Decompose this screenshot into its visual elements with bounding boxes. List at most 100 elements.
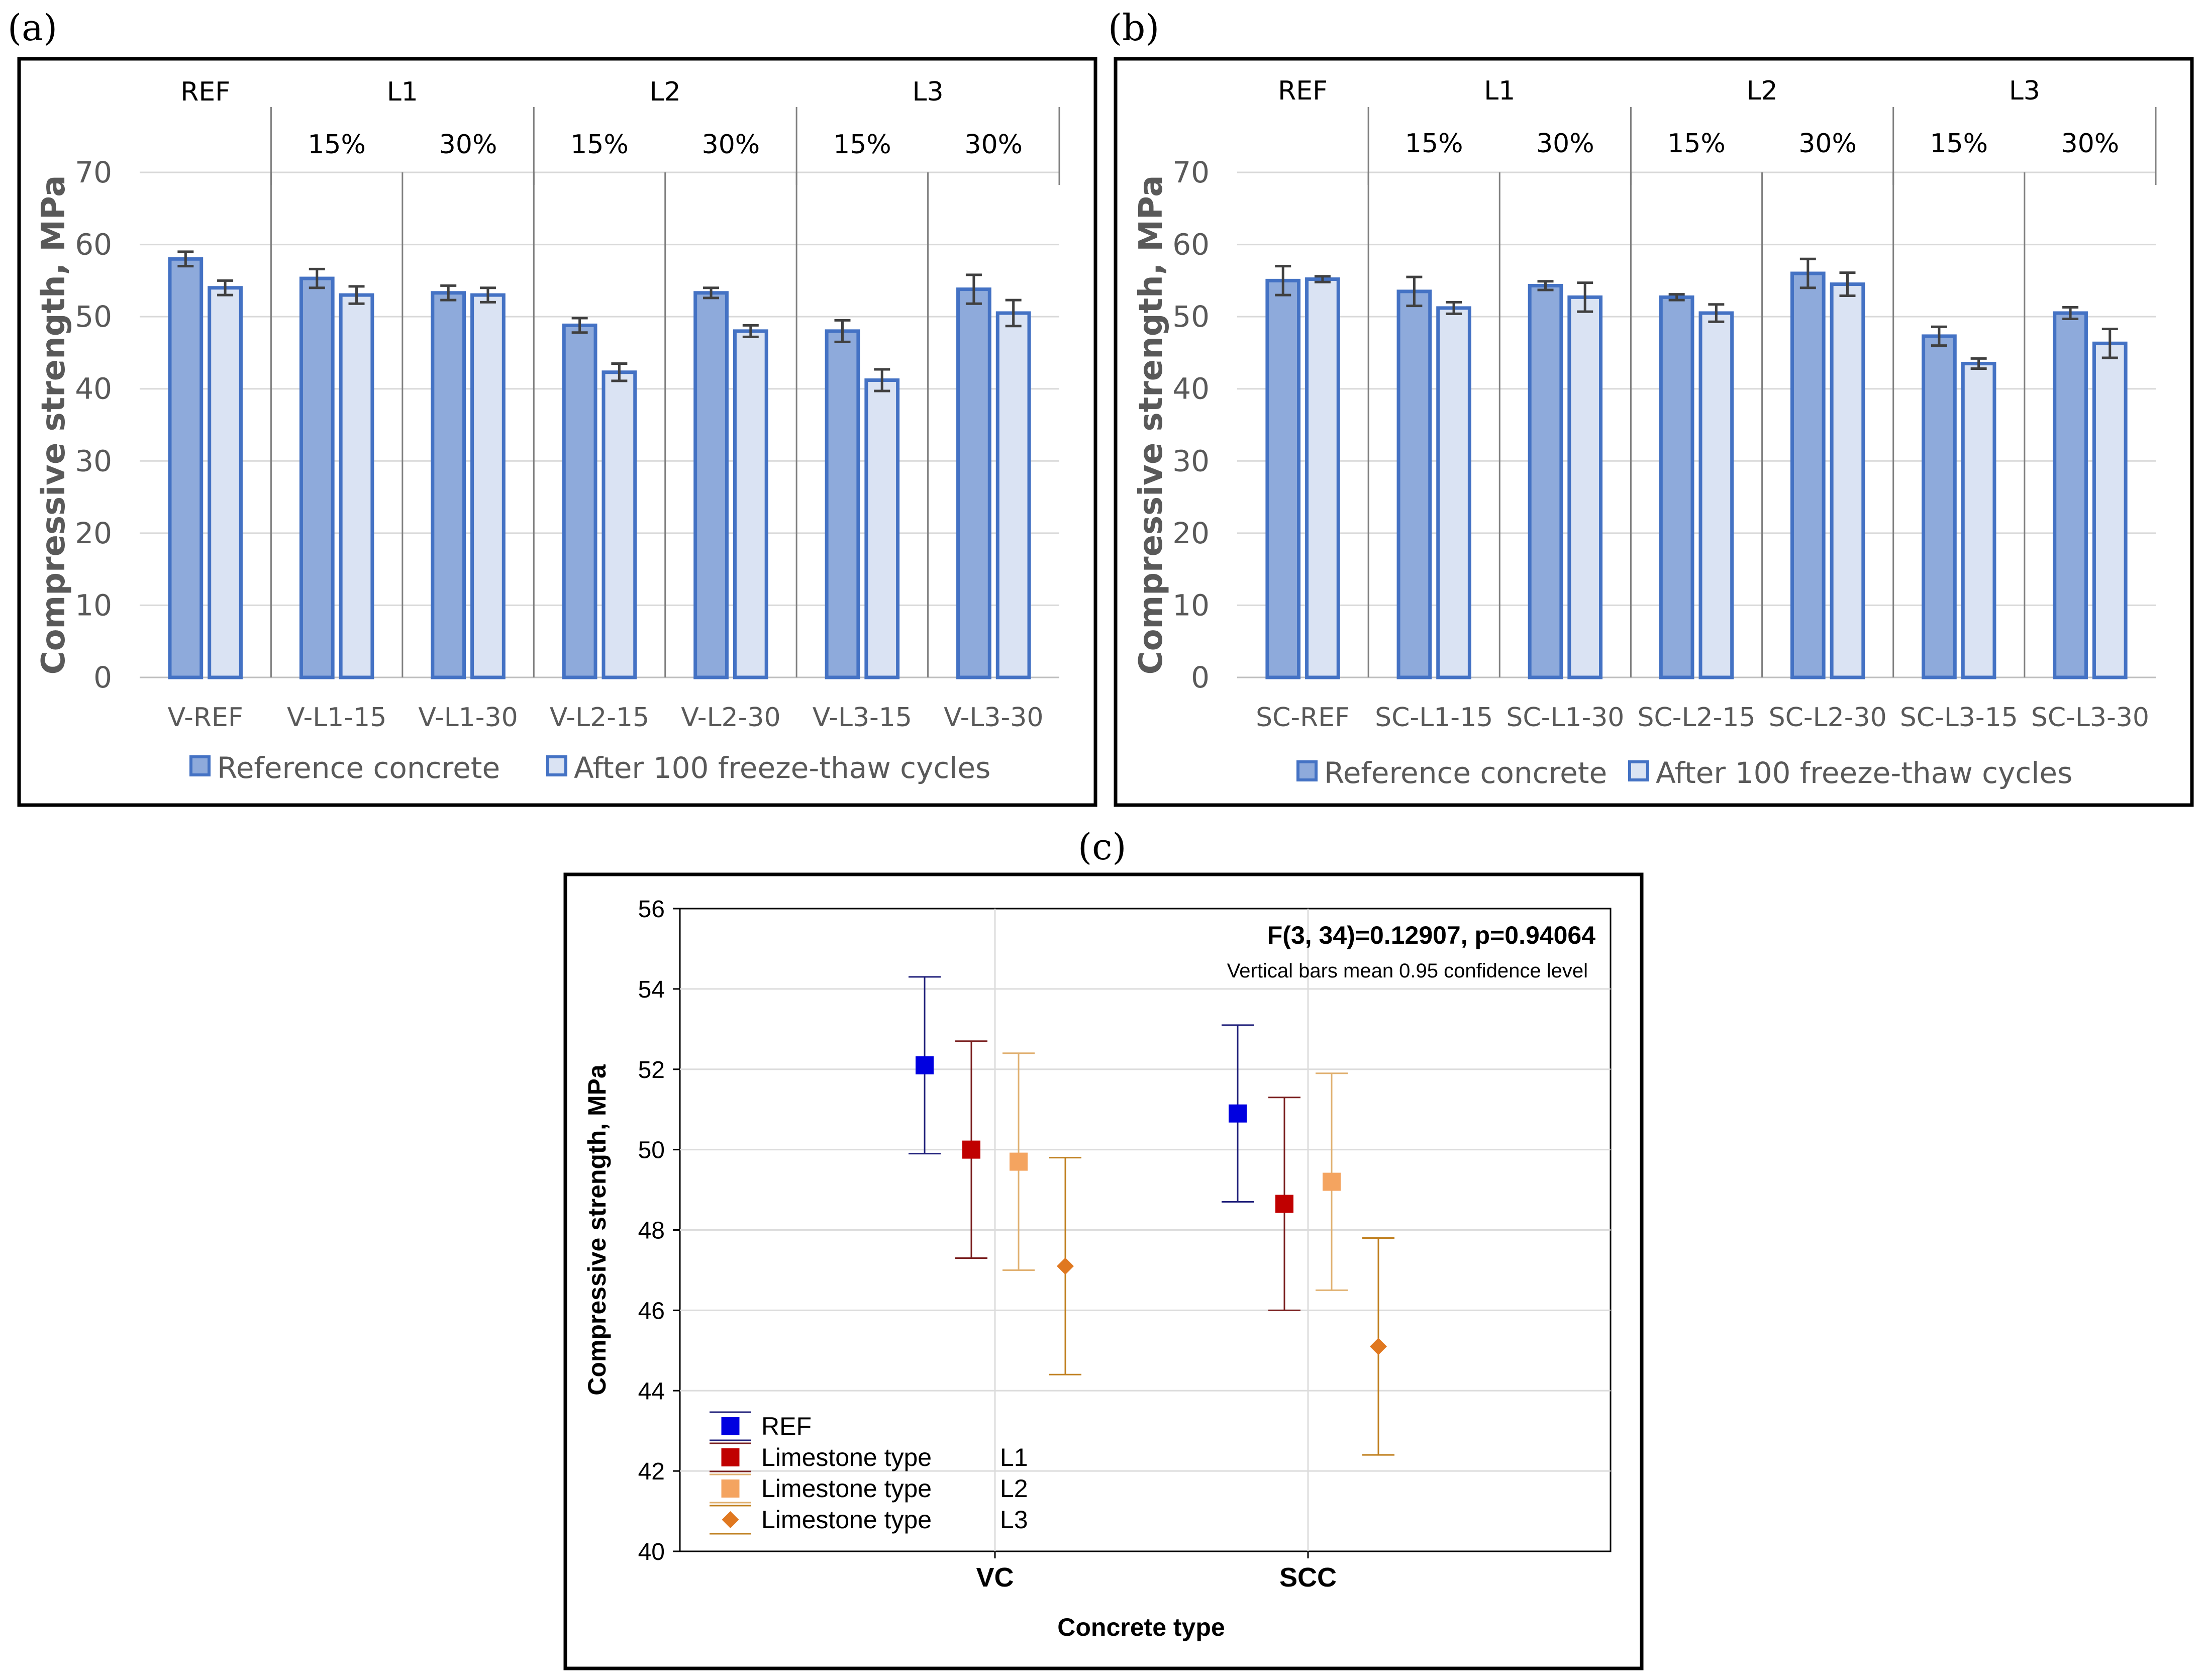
subgroup-label: 30% xyxy=(702,130,760,160)
subgroup-label: 15% xyxy=(570,130,629,160)
y-tick-label: 54 xyxy=(638,976,665,1003)
legend-label: Limestone type xyxy=(761,1443,932,1471)
subgroup-label: 15% xyxy=(1405,129,1463,159)
legend-label: Limestone type xyxy=(761,1506,932,1534)
subgroup-label: 30% xyxy=(439,130,497,160)
legend-label: Reference concrete xyxy=(1324,756,1607,790)
legend-suffix: L2 xyxy=(1000,1474,1028,1503)
y-tick-label: 52 xyxy=(638,1057,665,1083)
legend-label: After 100 freeze-thaw cycles xyxy=(574,751,990,785)
legend-suffix: L3 xyxy=(1000,1506,1028,1534)
mean-marker-square xyxy=(1323,1172,1341,1191)
bar-freeze-thaw xyxy=(470,293,506,679)
legend-label: REF xyxy=(761,1412,812,1440)
mean-marker-square xyxy=(1275,1195,1293,1213)
means-plot-c: 40 42 44 46 48 50 52 54 56 VC SCC F(3, 34)=0.12907,… xyxy=(583,896,1612,1641)
bar-reference xyxy=(1396,289,1432,679)
confidence-note: Vertical bars mean 0.95 confidence level xyxy=(1227,960,1588,982)
group-label: L2 xyxy=(1747,76,1778,106)
x-axis-label: Concrete type xyxy=(1057,1613,1225,1641)
x-category-label: SC-L2-15 xyxy=(1637,703,1755,733)
x-category-label: V-L1-15 xyxy=(287,703,386,733)
x-category-label: V-L3-30 xyxy=(944,703,1043,733)
bar-reference xyxy=(1265,278,1301,679)
legend-marker-square xyxy=(721,1479,740,1498)
y-tick-label: 50 xyxy=(638,1137,665,1164)
y-tick-label: 70 xyxy=(1172,155,1210,189)
y-tick-label: 0 xyxy=(1191,660,1210,695)
mean-marker-diamond xyxy=(1057,1257,1074,1275)
bar-reference xyxy=(1659,295,1694,679)
group-label: REF xyxy=(1278,76,1328,106)
legend-swatch xyxy=(1628,760,1649,781)
y-tick-label: 42 xyxy=(638,1458,665,1485)
anova-statistic: F(3, 34)=0.12907, p=0.94064 xyxy=(1267,921,1595,949)
y-tick-label: 70 xyxy=(75,155,112,189)
subgroup-label: 15% xyxy=(1930,129,1988,159)
subgroup-label: 30% xyxy=(2061,129,2120,159)
legend-marker-diamond xyxy=(722,1511,739,1528)
y-tick-label: 44 xyxy=(638,1378,665,1405)
bar-reference xyxy=(1922,334,1957,679)
x-category-label: SC-L3-15 xyxy=(1900,703,2018,733)
mean-marker-square xyxy=(962,1140,980,1159)
y-tick-label: 0 xyxy=(93,660,112,695)
bar-reference xyxy=(825,329,860,679)
panel-letter-b: (b) xyxy=(1108,7,1159,49)
panel-letter-a: (a) xyxy=(8,7,57,49)
subgroup-label: 15% xyxy=(308,130,366,160)
legend-suffix: L1 xyxy=(1000,1443,1028,1471)
mean-marker-square xyxy=(916,1056,934,1074)
y-tick-label: 30 xyxy=(1172,444,1210,478)
bar-freeze-thaw xyxy=(1961,361,1996,679)
bar-reference xyxy=(168,257,204,679)
bar-freeze-thaw xyxy=(1305,277,1340,679)
subgroup-label: 30% xyxy=(964,130,1023,160)
subgroup-label: 15% xyxy=(833,130,891,160)
bar-freeze-thaw xyxy=(1567,295,1603,679)
y-tick-label: 60 xyxy=(1172,228,1210,262)
panel-a-frame xyxy=(17,57,1097,807)
x-category-label: SC-REF xyxy=(1256,703,1350,733)
group-label: L3 xyxy=(2009,76,2040,106)
panel-b-frame xyxy=(1114,57,2194,807)
x-category-label: SC-L3-30 xyxy=(2031,703,2149,733)
bar-chart-b: 0 10 20 30 40 50 60 70 REF L1 L2 L3 15% 30% 15% 30% 15% 3… xyxy=(1133,76,2157,790)
panel-c-frame xyxy=(563,872,1644,1670)
mean-marker-diamond xyxy=(1370,1338,1387,1355)
bar-reference xyxy=(299,276,335,679)
y-tick-label: 40 xyxy=(638,1539,665,1565)
x-category-label: V-L2-15 xyxy=(550,703,649,733)
y-tick-label: 10 xyxy=(75,588,112,622)
bar-reference xyxy=(1790,271,1826,679)
bar-reference xyxy=(2053,311,2088,679)
bar-freeze-thaw xyxy=(2092,341,2128,679)
legend-label: Reference concrete xyxy=(217,751,500,785)
panel-letter-c: (c) xyxy=(1078,826,1127,868)
y-axis-label: Compressive strength, MPa xyxy=(1133,175,1170,675)
subgroup-label: 15% xyxy=(1667,129,1726,159)
mean-marker-square xyxy=(1229,1104,1247,1123)
bar-reference xyxy=(431,291,466,679)
y-tick-label: 10 xyxy=(1172,588,1210,622)
bar-freeze-thaw xyxy=(864,378,900,679)
legend-label: After 100 freeze-thaw cycles xyxy=(1656,756,2072,790)
x-category-label: SC-L2-30 xyxy=(1769,703,1887,733)
x-category-label: V-L3-15 xyxy=(813,703,912,733)
x-category-label: VC xyxy=(976,1562,1014,1593)
y-tick-label: 40 xyxy=(75,372,112,406)
y-axis-label: Compressive strength, MPa xyxy=(583,1064,611,1396)
y-tick-label: 20 xyxy=(75,516,112,550)
y-tick-label: 48 xyxy=(638,1218,665,1244)
y-tick-label: 60 xyxy=(75,228,112,262)
x-category-label: V-REF xyxy=(168,703,243,733)
legend-swatch xyxy=(189,755,211,776)
mean-marker-square xyxy=(1010,1152,1028,1171)
legend-label: Limestone type xyxy=(761,1474,932,1503)
bar-reference xyxy=(693,291,729,679)
bar-reference xyxy=(562,323,597,679)
legend-swatch xyxy=(546,755,567,776)
group-label: REF xyxy=(180,77,230,107)
subgroup-label: 30% xyxy=(1536,129,1594,159)
